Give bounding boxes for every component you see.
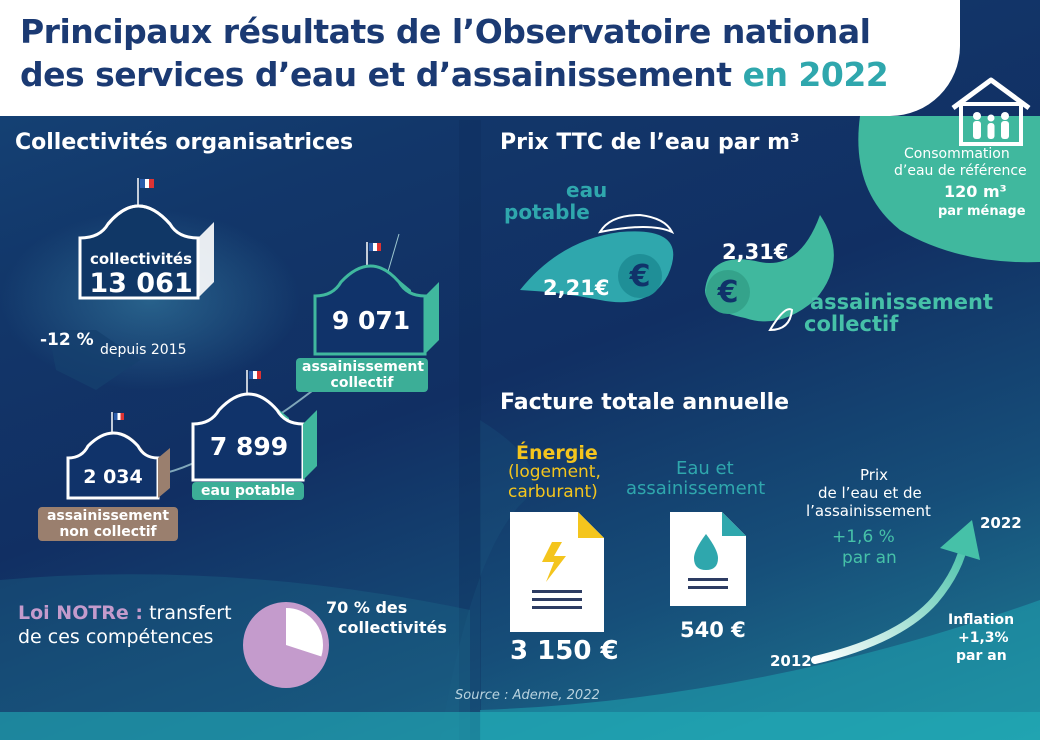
non-collectif-value: 2 034 [83, 466, 143, 488]
year-end: 2022 [980, 514, 1022, 532]
assainissement-collectif-value: 9 071 [331, 306, 411, 335]
growth-arrow [811, 520, 980, 664]
consommation-bubble [858, 116, 1040, 263]
prix-eau-label-2: potable [504, 200, 590, 224]
building-assainissement-collectif [313, 233, 439, 356]
svg-text:€: € [717, 275, 739, 310]
title-banner: Principaux résultats de l’Observatoire n… [0, 0, 960, 116]
prix-evo-label-1: Prix [860, 466, 888, 484]
loi-notre-line-1: Loi NOTRe : transfert [18, 602, 232, 624]
loi-notre-text-1: transfert [149, 602, 232, 624]
prix-eau-label-1: eau [566, 178, 608, 202]
prix-evo-rate-2: par an [842, 548, 897, 568]
consommation-label-1: Consommation [904, 146, 1010, 162]
total-label: collectivités [89, 250, 193, 268]
prix-ass-label-2: collectif [804, 312, 899, 336]
prix-eau-value: 2,21€ [543, 276, 610, 300]
energie-sub-2: carburant) [508, 482, 598, 502]
house-icon [951, 77, 1031, 146]
building-eau-potable [191, 370, 317, 482]
prix-evo-label-3: l’assainissement [806, 502, 931, 520]
loi-notre-name: Loi NOTRe : [18, 602, 144, 624]
title-line-1: Principaux résultats de l’Observatoire n… [20, 12, 871, 51]
prix-ass-label-1: assainissement [810, 290, 994, 314]
collectivites-heading: Collectivités organisatrices [15, 130, 354, 155]
energie-title: Énergie [516, 442, 598, 464]
inflation-2: +1,3% [958, 630, 1009, 646]
document-energie-icon [510, 512, 604, 632]
eau-potable-value: 7 899 [209, 432, 289, 461]
title-line-2: des services d’eau et d’assainissement e… [20, 55, 889, 94]
eau-ass-title-1: Eau et [676, 458, 734, 479]
assainissement-collectif-label-1: assainissement [302, 359, 425, 375]
pie-slice [245, 605, 325, 685]
prix-ass-value: 2,31€ [722, 240, 789, 264]
decline-arrow [48, 330, 140, 390]
change-value: -12 % [40, 330, 94, 350]
non-collectif-label-2: non collectif [59, 524, 157, 540]
assainissement-collectif-label-2: collectif [330, 375, 394, 391]
drop-eau-potable: € [520, 213, 675, 303]
eau-ass-value: 540 € [680, 618, 746, 642]
facture-heading: Facture totale annuelle [500, 390, 790, 415]
inflation-3: par an [956, 648, 1007, 664]
prix-evo-rate-1: +1,6 % [832, 527, 895, 547]
energie-value: 3 150 € [510, 636, 619, 666]
change-since: depuis 2015 [100, 342, 187, 358]
title-line-2-accent: en 2022 [742, 55, 889, 94]
loi-notre-pct-value: 70 % des [326, 598, 408, 617]
title-line-2-main: des services d’eau et d’assainissement [20, 55, 732, 94]
consommation-label-2: d’eau de référence [894, 163, 1027, 179]
drop-assainissement: € [705, 215, 834, 332]
energie-sub-1: (logement, [508, 462, 601, 482]
non-collectif-label: assainissement non collectif [38, 507, 178, 541]
total-value: 13 061 [89, 268, 193, 299]
loi-notre-pct-label: collectivités [338, 618, 447, 637]
eau-ass-title-2: assainissement [626, 478, 766, 499]
eau-potable-label: eau potable [192, 482, 304, 500]
pie-chart [243, 602, 329, 688]
document-eau-icon [670, 512, 746, 606]
prix-evo-label-2: de l’eau et de [818, 484, 922, 502]
prix-heading: Prix TTC de l’eau par m³ [500, 130, 800, 155]
building-total [78, 178, 214, 300]
svg-text:€: € [629, 259, 651, 294]
inflation-1: Inflation [948, 612, 1015, 628]
building-non-collectif [66, 412, 170, 500]
consommation-value: 120 m³ [944, 182, 1007, 201]
non-collectif-label-1: assainissement [46, 508, 170, 524]
source-note: Source : Ademe, 2022 [455, 688, 600, 703]
loi-notre-text-2: de ces compétences [18, 626, 214, 648]
consommation-unit: par ménage [938, 204, 1026, 219]
assainissement-collectif-label: assainissement collectif [296, 358, 428, 392]
year-start: 2012 [770, 652, 812, 670]
